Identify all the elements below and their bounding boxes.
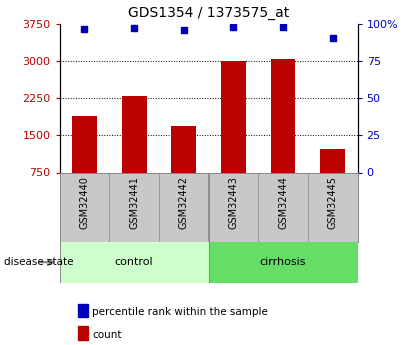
Title: GDS1354 / 1373575_at: GDS1354 / 1373575_at (128, 6, 289, 20)
Point (81, 26, 88, 31)
Text: GSM32443: GSM32443 (229, 176, 238, 229)
Bar (122, 96, 146, 172)
Bar (320, 149, 345, 172)
Bar (271, 59, 296, 172)
Text: GSM32442: GSM32442 (179, 176, 189, 229)
Bar (208, 241, 358, 283)
Bar (221, 61, 246, 172)
Bar (171, 126, 196, 172)
Text: GSM32440: GSM32440 (79, 176, 90, 229)
Text: GSM32444: GSM32444 (278, 176, 288, 229)
Point (230, 24, 237, 30)
Point (180, 27, 187, 33)
Point (131, 25, 137, 31)
Text: percentile rank within the sample: percentile rank within the sample (92, 307, 268, 317)
Text: GSM32445: GSM32445 (328, 176, 338, 229)
Point (330, 35, 336, 40)
Text: disease state: disease state (4, 257, 74, 267)
Text: count: count (92, 330, 122, 339)
Text: cirrhosis: cirrhosis (260, 257, 306, 267)
Bar (60, 241, 209, 283)
Point (280, 24, 286, 30)
Text: control: control (115, 257, 153, 267)
Text: GSM32441: GSM32441 (129, 176, 139, 229)
Bar (72, 116, 97, 172)
